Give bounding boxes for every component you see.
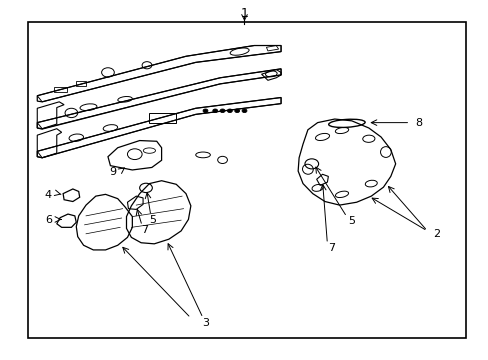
Circle shape [220, 109, 224, 113]
Text: 6: 6 [45, 215, 52, 225]
Circle shape [203, 109, 207, 113]
Bar [27, 22, 466, 338]
Circle shape [212, 109, 217, 113]
Text: 4: 4 [45, 190, 52, 200]
Circle shape [234, 109, 239, 113]
Circle shape [227, 109, 232, 113]
Circle shape [242, 109, 246, 113]
Text: 1: 1 [240, 7, 248, 20]
Text: 5: 5 [347, 216, 355, 226]
Text: 3: 3 [202, 319, 208, 328]
Text: 8: 8 [415, 118, 422, 128]
Text: 5: 5 [149, 215, 156, 225]
Text: 7: 7 [141, 225, 148, 235]
Bar [54, 87, 66, 92]
Text: 9: 9 [109, 167, 116, 177]
Text: 2: 2 [433, 229, 440, 239]
Bar [76, 81, 86, 86]
Text: 7: 7 [327, 243, 334, 253]
Bar [149, 113, 176, 123]
